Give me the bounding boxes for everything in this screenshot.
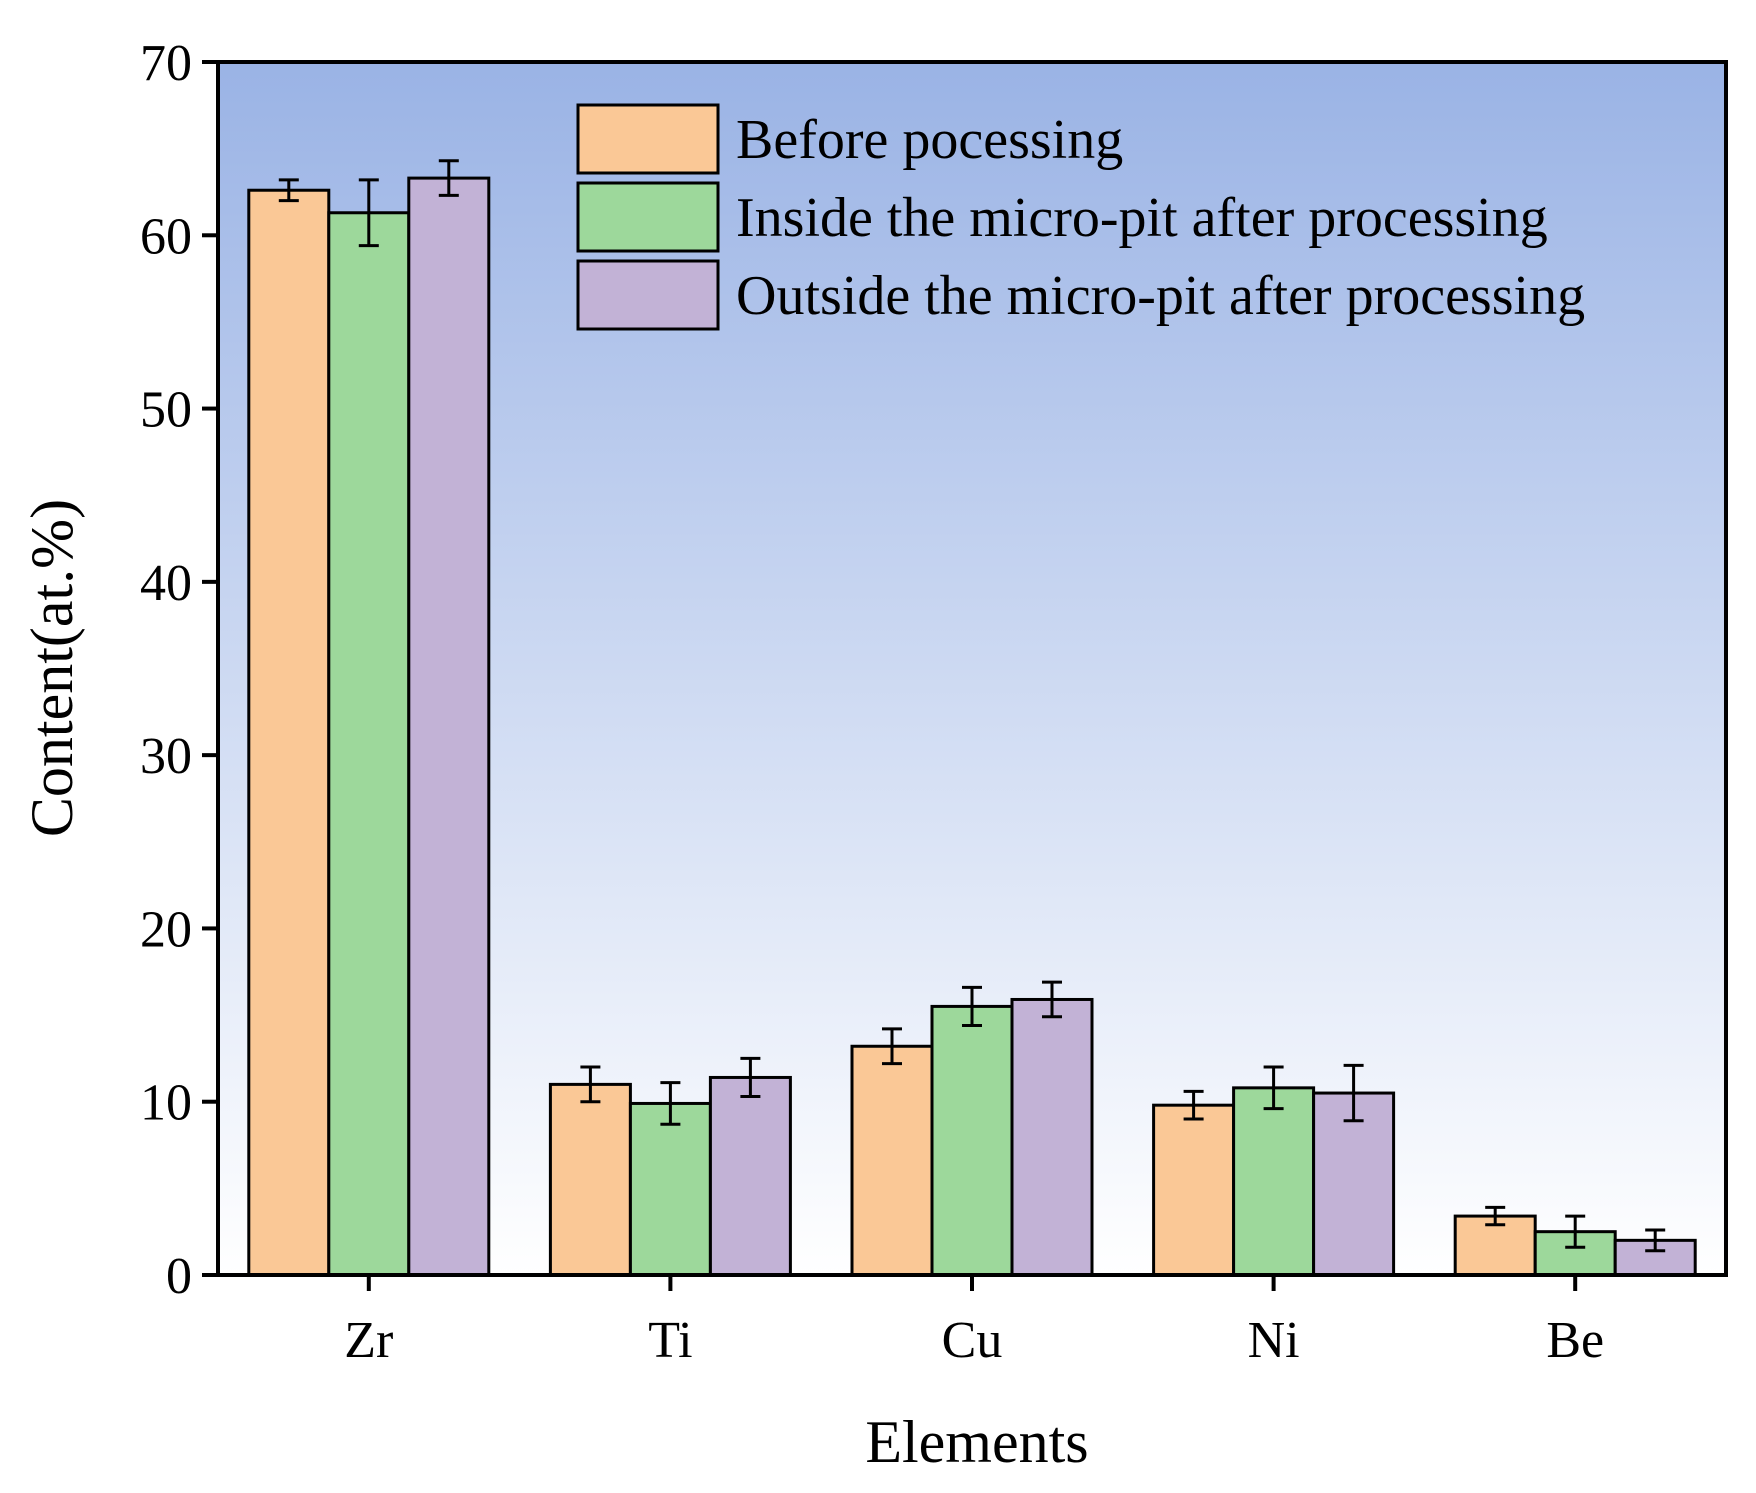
error-bar-zr-series-2 bbox=[358, 178, 379, 248]
bar-ti-series-2 bbox=[628, 1101, 712, 1277]
error-bar-ni-series-3 bbox=[1343, 1063, 1364, 1123]
error-bar-ni-series-1 bbox=[1183, 1089, 1204, 1121]
error-bar-cu-series-1 bbox=[882, 1027, 902, 1066]
legend-label-2: Inside the micro-pit after processing bbox=[736, 187, 1548, 249]
x-tick-label-cu: Cu bbox=[942, 1312, 1003, 1369]
y-tick-label-40: 40 bbox=[140, 555, 192, 612]
legend-swatch-2 bbox=[576, 181, 720, 253]
bars-layer bbox=[247, 176, 1697, 1277]
error-bar-ti-series-1 bbox=[580, 1065, 601, 1104]
y-tick-label-10: 10 bbox=[140, 1075, 192, 1132]
error-bar-cu-series-3 bbox=[1042, 980, 1062, 1019]
y-tick-label-30: 30 bbox=[140, 728, 192, 785]
error-bar-ti-series-2 bbox=[660, 1081, 681, 1126]
y-tick-label-70: 70 bbox=[140, 35, 192, 92]
legend-label-1: Before pocessing bbox=[736, 109, 1123, 171]
y-tick-label-50: 50 bbox=[140, 382, 192, 439]
error-bar-zr-series-1 bbox=[278, 178, 299, 203]
bar-zr-series-2 bbox=[327, 211, 411, 1277]
y-axis: 0 10 20 30 40 50 60 70 bbox=[140, 35, 218, 1305]
x-tick-label-be: Be bbox=[1546, 1312, 1604, 1369]
y-axis-title: Content(at.%) bbox=[19, 499, 85, 837]
bar-ni-series-1 bbox=[1152, 1103, 1236, 1277]
bar-cu-series-1 bbox=[850, 1044, 934, 1277]
bar-ti-series-1 bbox=[548, 1082, 632, 1277]
x-tick-label-zr: Zr bbox=[344, 1312, 393, 1369]
x-axis-title: Elements bbox=[865, 1409, 1088, 1475]
x-axis: Zr Ti Cu Ni Be bbox=[344, 1275, 1604, 1369]
y-tick-label-60: 60 bbox=[140, 208, 192, 265]
y-tick-label-20: 20 bbox=[140, 901, 192, 958]
error-bar-be-series-2 bbox=[1565, 1214, 1586, 1249]
legend-label-3: Outside the micro-pit after processing bbox=[736, 265, 1585, 327]
error-bar-ti-series-3 bbox=[740, 1056, 761, 1099]
bar-zr-series-3 bbox=[407, 176, 491, 1277]
x-tick-label-ni: Ni bbox=[1248, 1312, 1300, 1369]
legend-swatch-1 bbox=[576, 103, 720, 175]
error-bars-layer bbox=[278, 159, 1666, 1253]
bar-ti-series-3 bbox=[708, 1075, 792, 1277]
error-bar-cu-series-2 bbox=[962, 985, 982, 1027]
bar-ni-series-3 bbox=[1312, 1091, 1396, 1277]
bar-zr-series-1 bbox=[247, 188, 331, 1277]
y-tick-label-0: 0 bbox=[166, 1248, 192, 1305]
error-bar-zr-series-3 bbox=[438, 159, 459, 197]
error-bar-ni-series-2 bbox=[1263, 1065, 1284, 1111]
bar-ni-series-2 bbox=[1232, 1086, 1316, 1277]
bar-cu-series-2 bbox=[930, 1004, 1014, 1277]
x-tick-label-ti: Ti bbox=[648, 1312, 692, 1369]
legend: Before pocessing Inside the micro-pit aft… bbox=[576, 103, 1585, 331]
error-bar-be-series-3 bbox=[1645, 1228, 1666, 1253]
error-bar-be-series-1 bbox=[1485, 1205, 1506, 1227]
legend-swatch-3 bbox=[576, 259, 720, 331]
bar-cu-series-3 bbox=[1010, 997, 1094, 1277]
